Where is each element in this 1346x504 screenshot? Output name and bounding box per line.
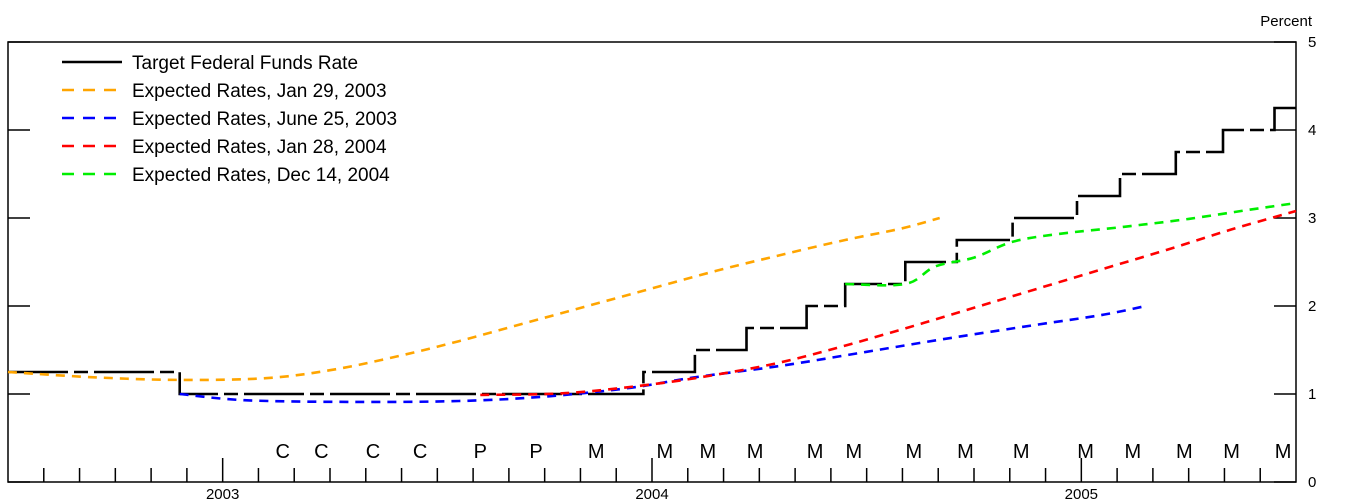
series-line-3 bbox=[480, 209, 1297, 397]
y-tick-label: 1 bbox=[1308, 386, 1316, 403]
meeting-marker: M bbox=[1176, 441, 1193, 463]
x-year-label: 2004 bbox=[635, 486, 668, 503]
meeting-marker: P bbox=[474, 441, 487, 463]
axes: 0 1 2 3 4 5 Percent 2003 2004 2005 bbox=[7, 13, 1316, 503]
y-tick-label: 5 bbox=[1308, 34, 1316, 51]
y-tick-label: 2 bbox=[1308, 298, 1316, 315]
series-line-0 bbox=[8, 106, 1296, 396]
meeting-marker: C bbox=[276, 441, 290, 463]
meeting-marker: M bbox=[906, 441, 923, 463]
meeting-marker: C bbox=[413, 441, 427, 463]
meeting-marker: M bbox=[1275, 441, 1292, 463]
x-year-label: 2003 bbox=[206, 486, 239, 503]
x-year-label: 2005 bbox=[1065, 486, 1098, 503]
meeting-marker: M bbox=[657, 441, 674, 463]
meeting-marker: M bbox=[699, 441, 716, 463]
meeting-marker: M bbox=[957, 441, 974, 463]
series-layer bbox=[7, 106, 1297, 404]
meeting-marker: C bbox=[366, 441, 380, 463]
y-tick-label: 4 bbox=[1308, 122, 1316, 139]
meeting-marker: M bbox=[588, 441, 605, 463]
plot-frame bbox=[7, 41, 1297, 483]
meeting-marker: P bbox=[529, 441, 542, 463]
meeting-marker: C bbox=[314, 441, 328, 463]
legend-label-1: Expected Rates, Jan 29, 2003 bbox=[132, 81, 387, 102]
series-line-1 bbox=[7, 216, 941, 382]
meeting-marker: M bbox=[1223, 441, 1240, 463]
legend-label-2: Expected Rates, June 25, 2003 bbox=[132, 109, 397, 130]
legend-label-4: Expected Rates, Dec 14, 2004 bbox=[132, 165, 390, 186]
y-unit-label: Percent bbox=[1260, 13, 1313, 30]
y-tick-label: 0 bbox=[1308, 474, 1316, 491]
meeting-marker: M bbox=[1077, 441, 1094, 463]
meeting-marker: M bbox=[1013, 441, 1030, 463]
legend-label-0: Target Federal Funds Rate bbox=[132, 53, 358, 74]
meeting-marker: M bbox=[747, 441, 764, 463]
meeting-marker: M bbox=[807, 441, 824, 463]
legend: Target Federal Funds Rate Expected Rates,… bbox=[62, 53, 397, 186]
meeting-marker: M bbox=[845, 441, 862, 463]
series-line-2 bbox=[179, 304, 1146, 404]
series-line-4 bbox=[845, 201, 1297, 287]
legend-label-3: Expected Rates, Jan 28, 2004 bbox=[132, 137, 387, 158]
meeting-marker: M bbox=[1125, 441, 1142, 463]
y-tick-label: 3 bbox=[1308, 210, 1316, 227]
